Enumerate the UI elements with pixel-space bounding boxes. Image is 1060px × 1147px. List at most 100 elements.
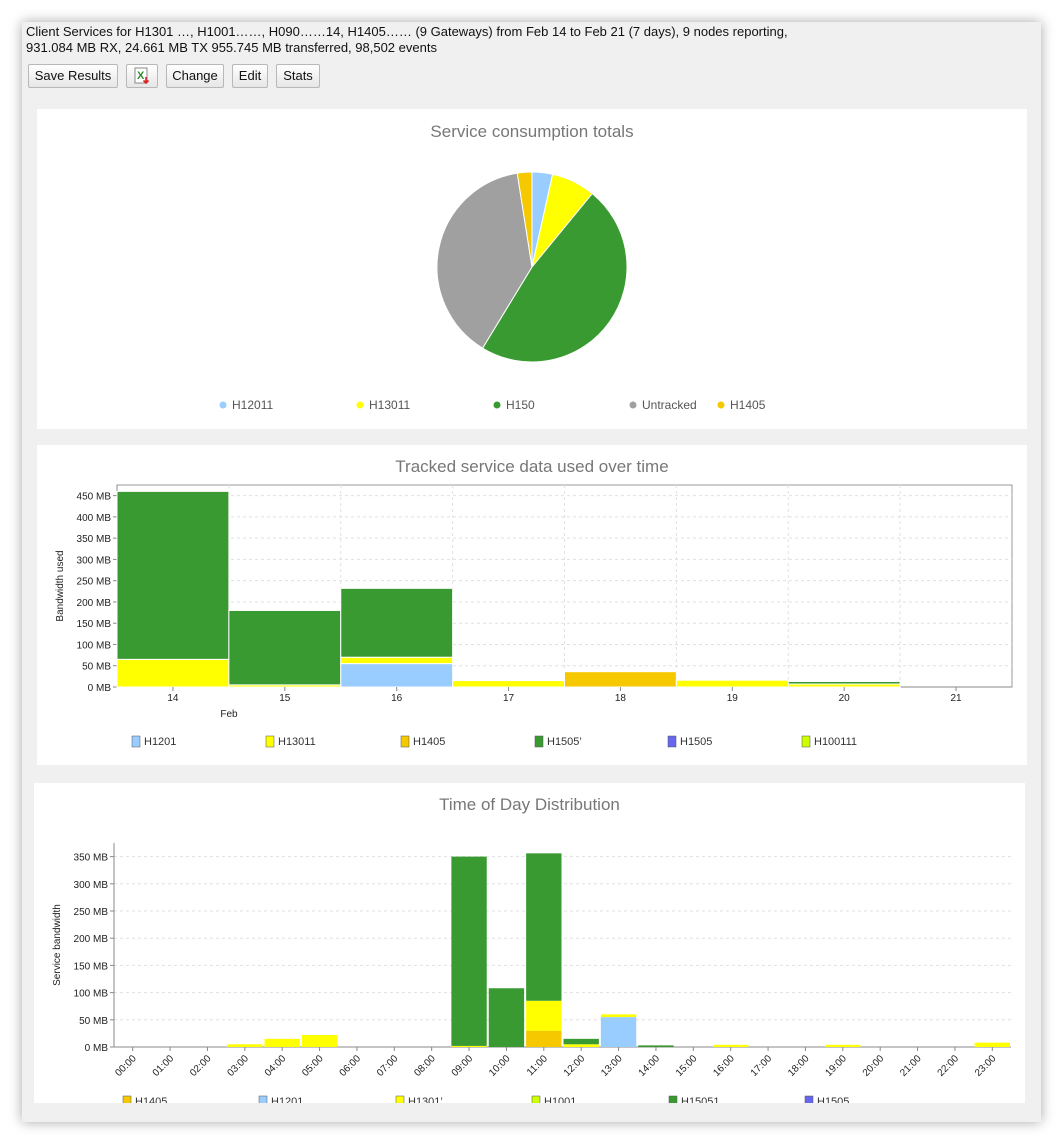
bar-segment-h1301-16-00 — [713, 1044, 749, 1047]
legend-swatch-h1405 — [400, 735, 410, 748]
y-axis-title: Service bandwidth — [52, 904, 63, 986]
x-tick-label: 21:00 — [898, 1053, 924, 1079]
y-tick-label: 250 MB — [77, 577, 112, 588]
legend-label-h1405: H1405 — [730, 398, 766, 412]
legend-label-h1505: H1505 — [680, 736, 712, 748]
x-tick-label: 15:00 — [674, 1053, 700, 1079]
y-tick-label: 150 MB — [77, 619, 112, 630]
bar-segment-h13011-14 — [116, 658, 230, 688]
bar-segment-h1301-13-00 — [600, 1014, 637, 1018]
y-tick-label: 350 MB — [77, 534, 112, 545]
x-tick-label: 21 — [951, 693, 963, 704]
bar-segment-h15051-10-00 — [488, 988, 525, 1047]
report-window: Client Services for H1301 …, H1001……, H0… — [22, 22, 1041, 1122]
legend-swatch-h13011 — [265, 735, 275, 748]
excel-export-button[interactable]: X — [126, 64, 158, 88]
legend-marker-untracked — [629, 401, 637, 409]
legend-swatch-h15051 — [668, 1095, 678, 1103]
bar-segment-h15051-09-00 — [451, 856, 487, 1046]
legend-label-untracked: Untracked — [642, 398, 697, 412]
x-tick-label: 02:00 — [188, 1053, 214, 1079]
legend-marker-h12011 — [219, 401, 227, 409]
change-button[interactable]: Change — [166, 64, 224, 88]
bar-segment-h13011-17 — [452, 680, 565, 688]
legend-swatch-h1301 — [395, 1095, 405, 1103]
summary-line-2: 931.084 MB RX, 24.661 MB TX 955.745 MB t… — [26, 40, 437, 55]
bar-segment-h1405-11-00 — [526, 1030, 562, 1047]
bar-segment-h1505-16 — [340, 587, 454, 658]
x-tick-label: 11:00 — [525, 1053, 550, 1078]
pie-chart: H12011 H13011 H150 Untracked H1405 — [219, 171, 766, 412]
bar-segment-h15051-11-00 — [526, 853, 562, 1001]
x-tick-label: 19:00 — [823, 1053, 849, 1079]
x-tick-label: 17:00 — [749, 1053, 775, 1079]
bar-segment-h15051-12-00 — [563, 1038, 599, 1045]
pie-slice-h150 — [481, 192, 628, 363]
legend-label-h100111: H100111 — [814, 736, 857, 748]
bar-segment-h1201-13-00 — [600, 1017, 637, 1047]
legend-swatch-h1505 — [534, 735, 544, 748]
y-tick-label: 150 MB — [74, 961, 109, 972]
y-tick-label: 400 MB — [77, 513, 112, 524]
x-tick-label: 00:00 — [113, 1053, 139, 1079]
legend-swatch-h1505 — [667, 735, 677, 748]
daily-bar-chart: 0 MB 50 MB 100 MB 150 MB 200 MB 250 MB 300 MB 3… — [55, 484, 1013, 748]
x-tick-label: 14:00 — [637, 1053, 663, 1079]
legend-marker-h13011 — [356, 401, 364, 409]
legend-label-h1001: H1001 — [544, 1096, 576, 1103]
legend-swatch-h1201 — [131, 735, 141, 748]
y-tick-label: 450 MB — [77, 492, 112, 503]
pie-slice-untracked — [436, 172, 533, 349]
bar-segment-h15051-14-00 — [638, 1045, 674, 1047]
legend-swatch-h1505 — [804, 1095, 814, 1103]
report-summary: Client Services for H1301 …, H1001……, H0… — [26, 24, 1036, 56]
legend-label-h13011: H13011 — [369, 398, 410, 412]
x-tick-label: 07:00 — [375, 1053, 401, 1079]
y-tick-label: 0 MB — [88, 683, 112, 694]
stats-button[interactable]: Stats — [276, 64, 320, 88]
pie-chart-title: Service consumption totals — [430, 122, 634, 141]
bar-segment-h1301-04-00 — [264, 1038, 300, 1047]
x-tick-label: 09:00 — [450, 1053, 476, 1079]
y-tick-label: 300 MB — [74, 880, 109, 891]
y-tick-label: 50 MB — [79, 1016, 108, 1027]
bar-segment-h1505-15 — [228, 609, 342, 686]
x-tick-label: 17 — [503, 693, 515, 704]
legend-marker-h150 — [493, 401, 501, 409]
legend-label-h13011: H13011 — [278, 736, 316, 748]
time-of-day-chart-title: Time of Day Distribution — [439, 795, 620, 814]
edit-button[interactable]: Edit — [232, 64, 268, 88]
legend-marker-h1405 — [717, 401, 725, 409]
legend-label-h15051: H15051 — [681, 1096, 720, 1103]
x-tick-label: 18 — [615, 693, 627, 704]
x-tick-label: 19 — [727, 693, 739, 704]
x-tick-label: 14 — [167, 693, 179, 704]
legend-label-h1405: H1405 — [413, 736, 445, 748]
bar-segment-h1201-16 — [340, 663, 454, 688]
legend-label-h1505: H1505’ — [547, 736, 582, 748]
bar-segment-h1505-20 — [787, 680, 901, 685]
bar-segment-h1301-23-00 — [974, 1042, 1010, 1047]
y-tick-label: 100 MB — [74, 989, 109, 1000]
x-tick-label: 16 — [391, 693, 403, 704]
excel-export-icon: X — [134, 67, 150, 85]
bar-segment-h1505-14 — [116, 490, 230, 660]
time-of-day-chart-panel: Time of Day Distribution 0 MB 50 MB 100 MB… — [34, 783, 1025, 1103]
x-tick-label: 04:00 — [263, 1053, 289, 1079]
y-tick-label: 350 MB — [74, 853, 109, 864]
legend-label-h12011: H12011 — [232, 398, 273, 412]
x-tick-label: 15 — [279, 693, 291, 704]
x-tick-label: 23:00 — [973, 1053, 999, 1079]
legend-swatch-h1201 — [258, 1095, 268, 1103]
save-results-button[interactable]: Save Results — [28, 64, 118, 88]
legend-label-h150: H150 — [506, 398, 535, 412]
y-tick-label: 50 MB — [82, 662, 111, 673]
y-tick-label: 250 MB — [74, 907, 109, 918]
bar-segment-h13011-19 — [675, 679, 789, 688]
legend-label-h1301: H1301’ — [408, 1096, 443, 1103]
x-tick-label: 01:00 — [151, 1053, 177, 1079]
legend-label-h1201: H1201 — [144, 736, 176, 748]
daily-bar-chart-panel: Tracked service data used over time 0 MB… — [37, 445, 1027, 765]
bar-segment-h1301-12-00 — [563, 1044, 599, 1047]
bar-segment-h1405-18 — [564, 671, 677, 688]
